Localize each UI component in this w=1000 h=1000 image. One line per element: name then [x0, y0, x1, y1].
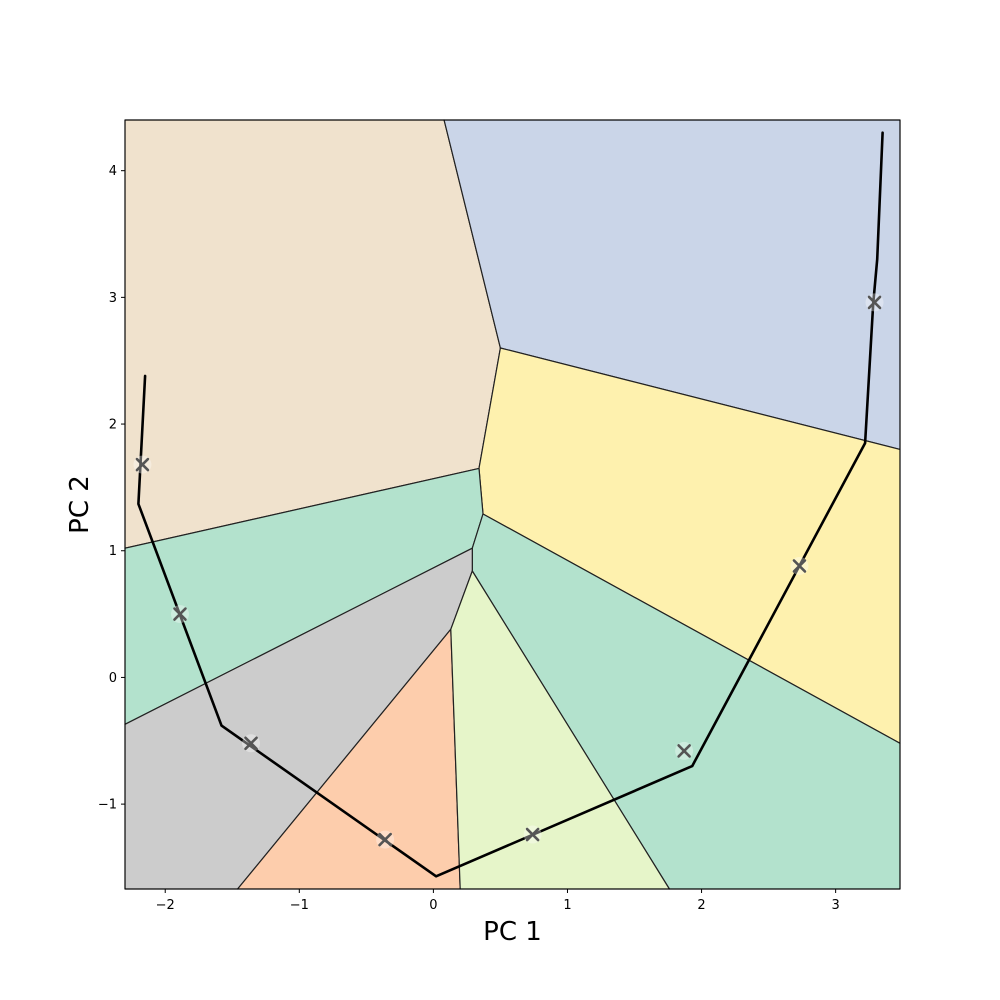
y-tick-label: 1: [109, 544, 117, 559]
centroid-marker-6: [790, 556, 809, 575]
y-tick-label: 3: [109, 291, 117, 306]
centroid-markers: [133, 293, 884, 849]
centroid-marker-4: [523, 825, 542, 844]
y-tick-label: −1: [98, 798, 117, 813]
x-tick-label: −2: [156, 898, 175, 913]
y-axis-label: PC 2: [65, 475, 95, 534]
centroid-marker-2: [242, 734, 261, 753]
x-axis-label: PC 1: [483, 917, 542, 947]
x-tick-label: −1: [290, 898, 309, 913]
plot-frame: [124, 119, 901, 890]
x-tick-label: 3: [831, 898, 839, 913]
y-tick-label: 4: [109, 164, 117, 179]
centroid-marker-7: [865, 293, 884, 312]
centroid-marker-0: [133, 455, 152, 474]
x-tick-label: 0: [429, 898, 437, 913]
centroid-marker-1: [170, 605, 189, 624]
trajectory-line-0: [137, 131, 884, 878]
y-axis-ticks: −1 0 1 2 3 4: [98, 164, 125, 813]
centroid-marker-3: [376, 830, 395, 849]
trajectory-lines: [137, 131, 884, 878]
x-axis-ticks: −2 −1 0 1 2 3: [156, 889, 840, 913]
x-tick-label: 2: [697, 898, 705, 913]
y-tick-label: 0: [109, 671, 117, 686]
y-tick-label: 2: [109, 418, 117, 433]
x-tick-label: 1: [563, 898, 571, 913]
voronoi-regions: [124, 119, 901, 890]
centroid-marker-5: [675, 741, 694, 760]
